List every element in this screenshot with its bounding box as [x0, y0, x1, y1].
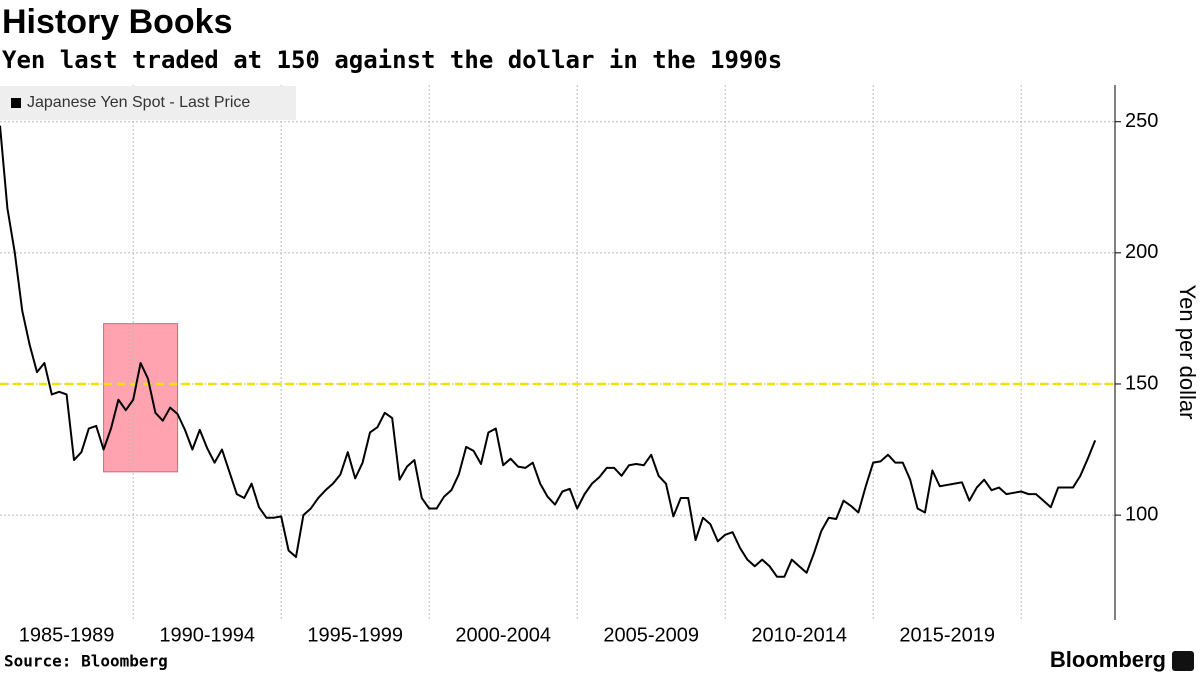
legend-label: Japanese Yen Spot - Last Price: [27, 94, 250, 111]
legend-swatch: [11, 98, 21, 108]
y-tick-label: 150: [1125, 372, 1158, 394]
x-tick-label: 1990-1994: [159, 624, 255, 646]
x-tick-label: 1985-1989: [19, 624, 115, 646]
x-tick-label: 2000-2004: [455, 624, 551, 646]
highlight-box: [103, 323, 179, 473]
y-tick-label: 250: [1125, 110, 1158, 132]
line-series: [0, 125, 1097, 578]
y-tick-label: 200: [1125, 241, 1158, 263]
brand-icon: [1172, 651, 1194, 671]
y-axis-label: Yen per dollar: [1175, 285, 1200, 420]
brand: Bloomberg: [1050, 647, 1166, 672]
chart-title: History Books: [2, 3, 233, 41]
legend-box: [0, 86, 296, 120]
chart-subtitle: Yen last traded at 150 against the dolla…: [2, 46, 782, 74]
x-tick-label: 2005-2009: [603, 624, 699, 646]
x-tick-label: 1995-1999: [307, 624, 403, 646]
y-tick-label: 100: [1125, 503, 1158, 525]
x-tick-label: 2010-2014: [751, 624, 847, 646]
x-tick-label: 2015-2019: [899, 624, 995, 646]
source: Source: Bloomberg: [4, 652, 168, 671]
